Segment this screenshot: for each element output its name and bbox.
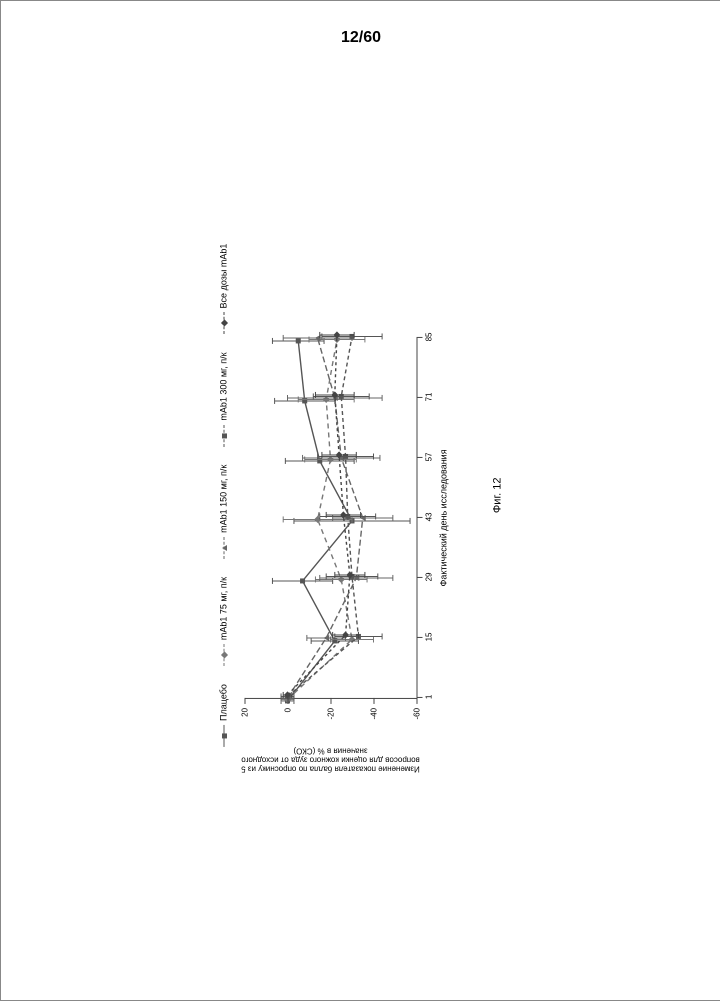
legend-swatch — [223, 536, 224, 558]
x-tick-label: 1 — [425, 694, 434, 698]
y-tick: -60 — [417, 697, 418, 703]
legend-label: mAb1 300 мг, п/к — [219, 352, 229, 420]
x-tick-label: 71 — [425, 392, 434, 401]
legend-label: Все дозы mAb1 — [219, 243, 229, 308]
chart-legend: Плацебо mAb1 75 мг, п/к mAb1 150 мг, п/к mA… — [219, 243, 229, 746]
x-tick-label: 29 — [425, 572, 434, 581]
x-tick: 29 — [417, 576, 423, 577]
legend-label: mAb1 150 мг, п/к — [219, 464, 229, 532]
x-tick-label: 15 — [425, 632, 434, 641]
legend-item-placebo: Плацебо — [219, 684, 229, 747]
chart-svg — [245, 337, 417, 697]
y-tick: 20 — [245, 697, 246, 703]
x-tick-label: 85 — [425, 332, 434, 341]
x-tick-label: 57 — [425, 452, 434, 461]
x-axis-label: Фактический день исследования — [439, 337, 449, 697]
legend-swatch — [223, 312, 224, 334]
legend-swatch — [223, 424, 224, 446]
x-tick: 15 — [417, 636, 423, 637]
legend-marker-icon — [222, 733, 227, 738]
legend-label: mAb1 75 мг, п/к — [219, 576, 229, 639]
legend-marker-icon — [222, 433, 227, 438]
chart-area: Изменение показателя балла по опроснику … — [235, 316, 440, 746]
y-tick-label: 0 — [284, 707, 293, 711]
legend-item-d300: mAb1 300 мг, п/к — [219, 352, 229, 446]
legend-marker-icon — [220, 319, 227, 326]
chart-rotated-container: Плацебо mAb1 75 мг, п/к mAb1 150 мг, п/к mA… — [219, 243, 504, 746]
x-tick: 57 — [417, 456, 423, 457]
y-tick-label: -60 — [413, 707, 422, 719]
x-tick: 85 — [417, 336, 423, 337]
page-number: 12/60 — [1, 29, 720, 47]
page: 12/60 Плацебо mAb1 75 мг, п/к mAb1 150 мг,… — [0, 0, 720, 1001]
plot-region: Изменение показателя балла по опроснику … — [245, 337, 418, 698]
y-tick-label: -40 — [370, 707, 379, 719]
y-tick: 0 — [288, 697, 289, 703]
legend-swatch — [223, 724, 224, 746]
y-axis-label: Изменение показателя балла по опроснику … — [231, 746, 431, 774]
x-tick: 71 — [417, 396, 423, 397]
legend-swatch — [223, 644, 224, 666]
legend-item-all: Все дозы mAb1 — [219, 243, 229, 334]
y-tick-label: 20 — [241, 707, 250, 716]
legend-marker-icon — [222, 544, 227, 550]
y-tick: -20 — [331, 697, 332, 703]
legend-item-d75: mAb1 75 мг, п/к — [219, 576, 229, 665]
x-tick: 43 — [417, 516, 423, 517]
x-tick: 1 — [417, 696, 423, 697]
y-tick-label: -20 — [327, 707, 336, 719]
legend-label: Плацебо — [219, 684, 229, 721]
figure-caption: Фиг. 12 — [492, 243, 504, 746]
legend-item-d150: mAb1 150 мг, п/к — [219, 464, 229, 558]
x-tick-label: 43 — [425, 512, 434, 521]
y-tick: -40 — [374, 697, 375, 703]
series-line-d150 — [288, 337, 363, 697]
legend-marker-icon — [220, 651, 227, 658]
